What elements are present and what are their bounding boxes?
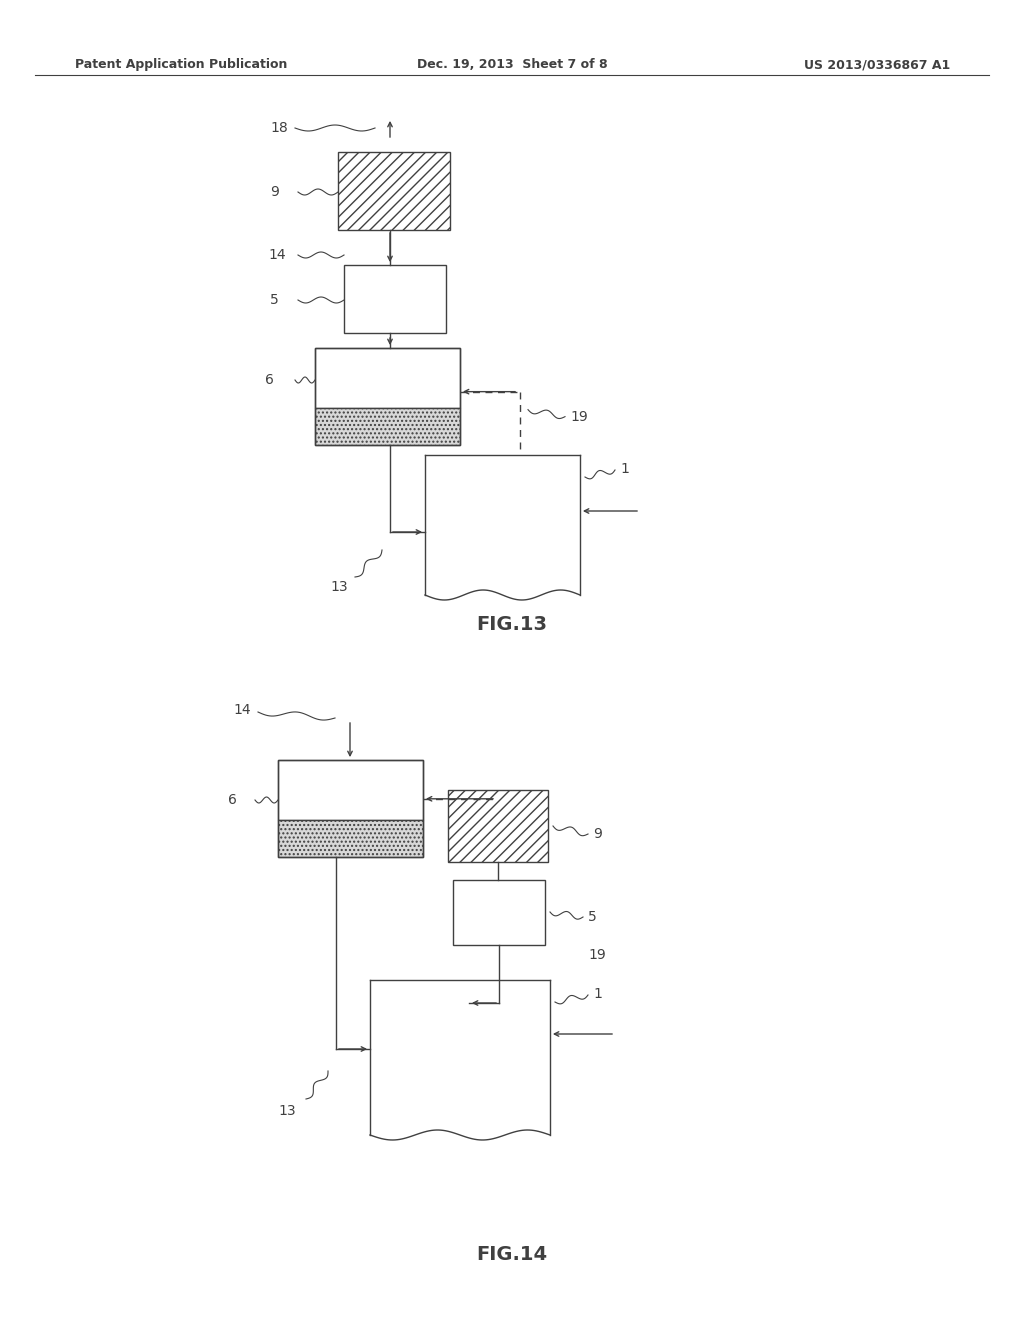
Text: Patent Application Publication: Patent Application Publication [75, 58, 288, 71]
Text: 1: 1 [593, 987, 602, 1001]
Text: Dec. 19, 2013  Sheet 7 of 8: Dec. 19, 2013 Sheet 7 of 8 [417, 58, 607, 71]
Text: 5: 5 [588, 909, 597, 924]
Text: 5: 5 [270, 293, 279, 308]
Bar [278, 760, 423, 857]
Bar [278, 760, 423, 820]
Bar [449, 789, 548, 862]
Text: 14: 14 [233, 704, 251, 717]
Text: 13: 13 [278, 1104, 296, 1118]
Text: 1: 1 [620, 462, 629, 477]
Text: 6: 6 [228, 793, 237, 807]
Text: 18: 18 [270, 121, 288, 135]
Bar [338, 152, 450, 230]
Bar [315, 408, 460, 445]
Bar [315, 348, 460, 408]
Text: 19: 19 [588, 948, 606, 962]
Text: 13: 13 [330, 579, 347, 594]
Text: 6: 6 [265, 374, 273, 387]
Bar [315, 348, 460, 445]
Text: FIG.14: FIG.14 [476, 1246, 548, 1265]
Text: 19: 19 [570, 409, 588, 424]
Text: 9: 9 [593, 828, 602, 841]
Text: 14: 14 [268, 248, 286, 261]
Text: 9: 9 [270, 185, 279, 199]
Bar [453, 880, 545, 945]
Bar [278, 820, 423, 857]
Text: FIG.13: FIG.13 [476, 615, 548, 635]
Bar [344, 265, 446, 333]
Text: US 2013/0336867 A1: US 2013/0336867 A1 [804, 58, 950, 71]
